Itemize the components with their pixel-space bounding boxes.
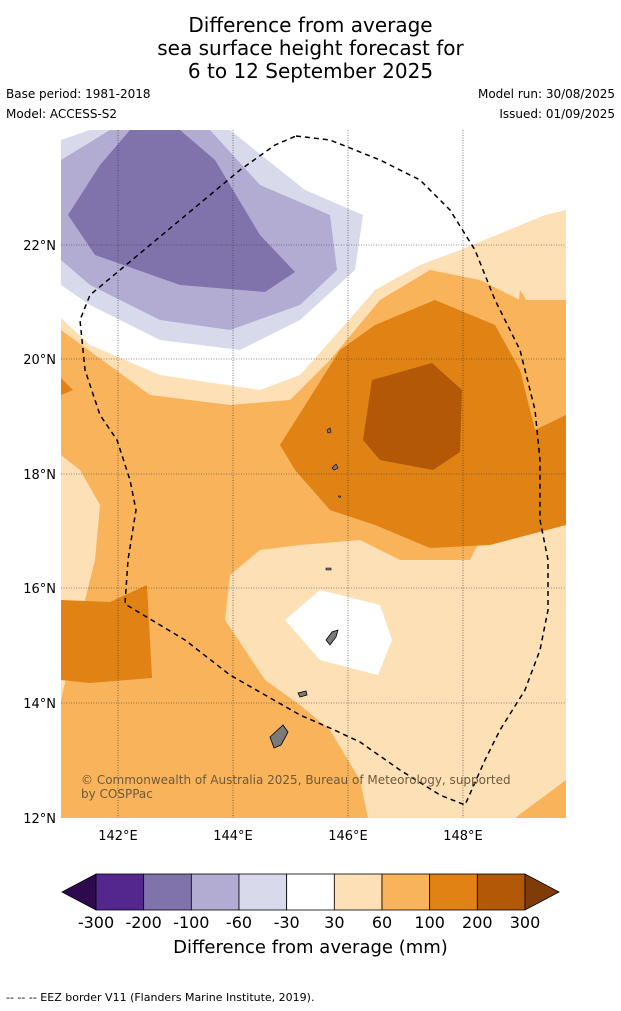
contour-100-200-edge <box>61 378 73 395</box>
sea-height-contours <box>61 130 566 818</box>
model-run: Model run: 30/08/2025 <box>477 87 615 101</box>
island-agrihan-icon <box>326 427 332 434</box>
colorbar-tick: 300 <box>510 913 541 932</box>
island-rota-icon <box>297 690 308 698</box>
colorbar-swatch <box>143 873 192 911</box>
contour-100-200-west <box>61 585 152 683</box>
contour-neg100-200 <box>68 130 295 292</box>
title-line-2: sea surface height forecast for <box>157 36 464 60</box>
colorbar-tick: -100 <box>173 913 209 932</box>
island-saipan-icon <box>325 629 339 646</box>
lon-tick-144: 144°E <box>213 829 253 844</box>
colorbar-tick: -300 <box>78 913 114 932</box>
contour-60-100-east <box>515 290 566 440</box>
colorbar-tick: 60 <box>372 913 392 932</box>
lon-tick-148: 148°E <box>443 829 483 844</box>
title-line-3: 6 to 12 September 2025 <box>187 59 434 83</box>
eez-legend-note: -- -- -- EEZ border V11 (Flanders Marine… <box>6 991 315 1004</box>
contour-200-300 <box>363 363 462 470</box>
colorbar-tick: -30 <box>274 913 300 932</box>
island-anatahan-icon <box>325 567 332 571</box>
contour-neutral-south <box>285 590 392 675</box>
contour-60-100-corner <box>515 780 566 818</box>
lat-tick-22: 22°N <box>23 239 56 254</box>
lat-tick-16: 16°N <box>23 582 56 597</box>
island-alamagan-icon <box>337 495 342 499</box>
issued-date: Issued: 01/09/2025 <box>499 107 615 121</box>
latitude-axis: 22°N 20°N 18°N 16°N 14°N 12°N <box>23 239 56 827</box>
lat-tick-18: 18°N <box>23 468 56 483</box>
colorbar-extend-low <box>61 873 97 911</box>
colorbar-swatch <box>476 873 526 911</box>
colorbar-tick: -60 <box>226 913 252 932</box>
lat-tick-20: 20°N <box>23 353 56 368</box>
colorbar-tick: 100 <box>414 913 445 932</box>
colorbar-swatch <box>286 873 335 911</box>
eez-border <box>79 135 549 806</box>
copyright-notice: © Commonwealth of Australia 2025, Bureau… <box>81 773 511 801</box>
colorbar-swatch <box>190 873 240 911</box>
lon-tick-142: 142°E <box>98 829 138 844</box>
colorbar-extend-high <box>524 873 560 911</box>
colorbar-swatch <box>333 873 383 911</box>
colorbar-label: Difference from average (mm) <box>173 937 448 958</box>
island-pagan-icon <box>331 463 339 471</box>
model-name: Model: ACCESS-S2 <box>6 107 118 121</box>
longitude-axis: 142°E 144°E 146°E 148°E <box>98 829 483 844</box>
colorbar-swatch <box>238 873 288 911</box>
gridlines <box>61 130 566 818</box>
lat-tick-12: 12°N <box>23 812 56 827</box>
base-period: Base period: 1981-2018 <box>6 87 151 101</box>
colorbar-swatch <box>429 873 478 911</box>
colorbar-tick: -200 <box>126 913 162 932</box>
colorbar-tick: 30 <box>324 913 344 932</box>
colorbar-tick: 200 <box>462 913 493 932</box>
lat-tick-14: 14°N <box>23 697 56 712</box>
island-guam-icon <box>269 724 289 749</box>
lon-tick-146: 146°E <box>328 829 368 844</box>
colorbar: -300 -200 -100 -60 -30 30 60 100 200 300 <box>61 873 560 932</box>
colorbar-swatch <box>381 873 431 911</box>
colorbar-swatch <box>95 873 145 911</box>
map-title: Difference from average sea surface heig… <box>0 14 621 83</box>
title-line-1: Difference from average <box>188 13 433 37</box>
